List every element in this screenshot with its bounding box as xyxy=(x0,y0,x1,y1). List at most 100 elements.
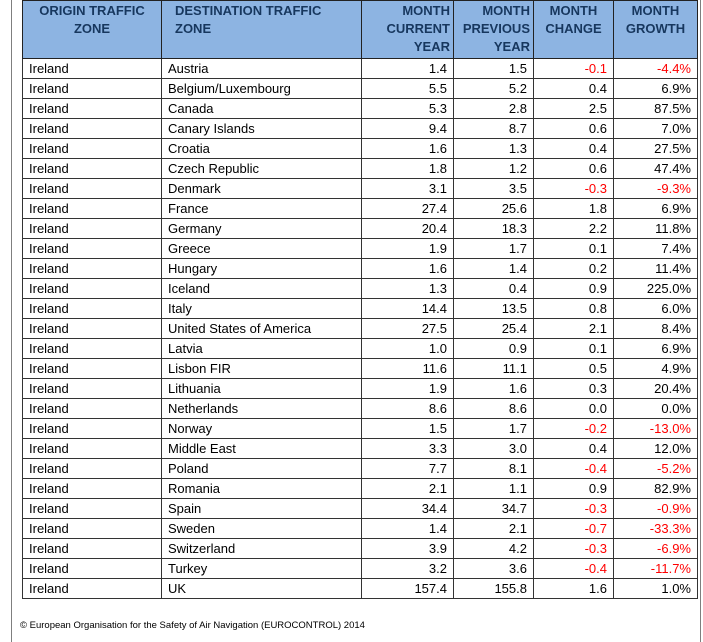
growth-cell: -4.4% xyxy=(613,58,698,79)
table-row: Ireland Norway 1.5 1.7 -0.2 -13.0% xyxy=(22,418,698,439)
growth-cell: 7.0% xyxy=(613,118,698,139)
growth-cell: 6.0% xyxy=(613,298,698,319)
growth-cell: 27.5% xyxy=(613,138,698,159)
previous-year-cell: 155.8 xyxy=(453,578,534,599)
change-cell: 1.6 xyxy=(533,578,614,599)
destination-cell: Netherlands xyxy=(161,398,362,419)
change-cell: 0.4 xyxy=(533,138,614,159)
table-row: Ireland United States of America 27.5 25.4 2… xyxy=(22,318,698,339)
current-year-cell: 1.4 xyxy=(361,518,454,539)
destination-cell: Spain xyxy=(161,498,362,519)
previous-year-cell: 1.7 xyxy=(453,418,534,439)
change-cell: -0.4 xyxy=(533,458,614,479)
growth-cell: 87.5% xyxy=(613,98,698,119)
destination-cell: Lithuania xyxy=(161,378,362,399)
table-row: Ireland Belgium/Luxembourg 5.5 5.2 0.4 6.9% xyxy=(22,78,698,99)
current-year-cell: 3.9 xyxy=(361,538,454,559)
destination-cell: Iceland xyxy=(161,278,362,299)
change-cell: 0.4 xyxy=(533,78,614,99)
growth-cell: 7.4% xyxy=(613,238,698,259)
origin-cell: Ireland xyxy=(22,398,162,419)
destination-cell: Denmark xyxy=(161,178,362,199)
change-cell: 0.9 xyxy=(533,278,614,299)
change-cell: 1.8 xyxy=(533,198,614,219)
change-cell: 0.2 xyxy=(533,258,614,279)
table-body: Ireland Austria 1.4 1.5 -0.1 -4.4% Ireland Belg… xyxy=(22,58,698,599)
previous-year-cell: 11.1 xyxy=(453,358,534,379)
change-cell: -0.3 xyxy=(533,178,614,199)
origin-cell: Ireland xyxy=(22,118,162,139)
origin-cell: Ireland xyxy=(22,278,162,299)
header-current-year: MONTH CURRENT YEAR xyxy=(361,0,454,59)
current-year-cell: 27.5 xyxy=(361,318,454,339)
destination-cell: Lisbon FIR xyxy=(161,358,362,379)
change-cell: -0.1 xyxy=(533,58,614,79)
origin-cell: Ireland xyxy=(22,198,162,219)
table-row: Ireland Turkey 3.2 3.6 -0.4 -11.7% xyxy=(22,558,698,579)
destination-cell: Greece xyxy=(161,238,362,259)
destination-cell: Czech Republic xyxy=(161,158,362,179)
previous-year-cell: 0.4 xyxy=(453,278,534,299)
previous-year-cell: 18.3 xyxy=(453,218,534,239)
destination-cell: Belgium/Luxembourg xyxy=(161,78,362,99)
previous-year-cell: 5.2 xyxy=(453,78,534,99)
origin-cell: Ireland xyxy=(22,478,162,499)
destination-cell: United States of America xyxy=(161,318,362,339)
table-row: Ireland Italy 14.4 13.5 0.8 6.0% xyxy=(22,298,698,319)
table-row: Ireland Lithuania 1.9 1.6 0.3 20.4% xyxy=(22,378,698,399)
origin-cell: Ireland xyxy=(22,318,162,339)
growth-cell: -0.9% xyxy=(613,498,698,519)
table-row: Ireland Croatia 1.6 1.3 0.4 27.5% xyxy=(22,138,698,159)
table-row: Ireland France 27.4 25.6 1.8 6.9% xyxy=(22,198,698,219)
header-destination: DESTINATION TRAFFIC ZONE xyxy=(161,0,362,59)
origin-cell: Ireland xyxy=(22,178,162,199)
current-year-cell: 8.6 xyxy=(361,398,454,419)
growth-cell: 47.4% xyxy=(613,158,698,179)
destination-cell: Canary Islands xyxy=(161,118,362,139)
growth-cell: -33.3% xyxy=(613,518,698,539)
current-year-cell: 1.8 xyxy=(361,158,454,179)
previous-year-cell: 8.1 xyxy=(453,458,534,479)
current-year-cell: 157.4 xyxy=(361,578,454,599)
table-row: Ireland Hungary 1.6 1.4 0.2 11.4% xyxy=(22,258,698,279)
change-cell: -0.3 xyxy=(533,538,614,559)
origin-cell: Ireland xyxy=(22,298,162,319)
current-year-cell: 1.6 xyxy=(361,258,454,279)
current-year-cell: 3.2 xyxy=(361,558,454,579)
traffic-table: ORIGIN TRAFFIC ZONE DESTINATION TRAFFIC … xyxy=(22,0,698,599)
change-cell: 2.5 xyxy=(533,98,614,119)
previous-year-cell: 25.6 xyxy=(453,198,534,219)
destination-cell: Poland xyxy=(161,458,362,479)
destination-cell: Hungary xyxy=(161,258,362,279)
growth-cell: 0.0% xyxy=(613,398,698,419)
destination-cell: UK xyxy=(161,578,362,599)
origin-cell: Ireland xyxy=(22,518,162,539)
table-row: Ireland Iceland 1.3 0.4 0.9 225.0% xyxy=(22,278,698,299)
previous-year-cell: 25.4 xyxy=(453,318,534,339)
change-cell: 0.6 xyxy=(533,118,614,139)
growth-cell: -6.9% xyxy=(613,538,698,559)
origin-cell: Ireland xyxy=(22,538,162,559)
table-row: Ireland Sweden 1.4 2.1 -0.7 -33.3% xyxy=(22,518,698,539)
destination-cell: Canada xyxy=(161,98,362,119)
current-year-cell: 1.5 xyxy=(361,418,454,439)
origin-cell: Ireland xyxy=(22,358,162,379)
table-row: Ireland Germany 20.4 18.3 2.2 11.8% xyxy=(22,218,698,239)
current-year-cell: 20.4 xyxy=(361,218,454,239)
previous-year-cell: 8.6 xyxy=(453,398,534,419)
origin-cell: Ireland xyxy=(22,498,162,519)
previous-year-cell: 1.1 xyxy=(453,478,534,499)
table-row: Ireland Denmark 3.1 3.5 -0.3 -9.3% xyxy=(22,178,698,199)
origin-cell: Ireland xyxy=(22,578,162,599)
current-year-cell: 1.6 xyxy=(361,138,454,159)
table-row: Ireland Austria 1.4 1.5 -0.1 -4.4% xyxy=(22,58,698,79)
origin-cell: Ireland xyxy=(22,98,162,119)
previous-year-cell: 4.2 xyxy=(453,538,534,559)
origin-cell: Ireland xyxy=(22,238,162,259)
growth-cell: 12.0% xyxy=(613,438,698,459)
growth-cell: 1.0% xyxy=(613,578,698,599)
previous-year-cell: 3.6 xyxy=(453,558,534,579)
header-previous-year: MONTH PREVIOUS YEAR xyxy=(453,0,534,59)
previous-year-cell: 2.1 xyxy=(453,518,534,539)
destination-cell: Austria xyxy=(161,58,362,79)
